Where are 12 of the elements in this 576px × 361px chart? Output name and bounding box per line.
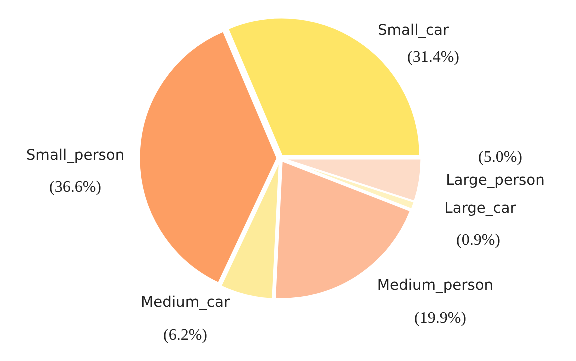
slice-label: Small_car <box>378 22 450 39</box>
slice-label: Large_car <box>444 200 518 217</box>
slice-label: Small_person <box>26 147 125 164</box>
data-label: (5.0%) <box>478 149 522 166</box>
data-label: (6.2%) <box>164 327 208 344</box>
data-label: (19.9%) <box>414 310 466 327</box>
data-label: (36.6%) <box>50 179 102 196</box>
slice-label: Medium_car <box>141 294 231 311</box>
data-label: (0.9%) <box>456 232 500 249</box>
data-label: (31.4%) <box>408 49 460 66</box>
slice-label: Medium_person <box>377 277 494 294</box>
slice-label: Large_person <box>446 172 545 189</box>
